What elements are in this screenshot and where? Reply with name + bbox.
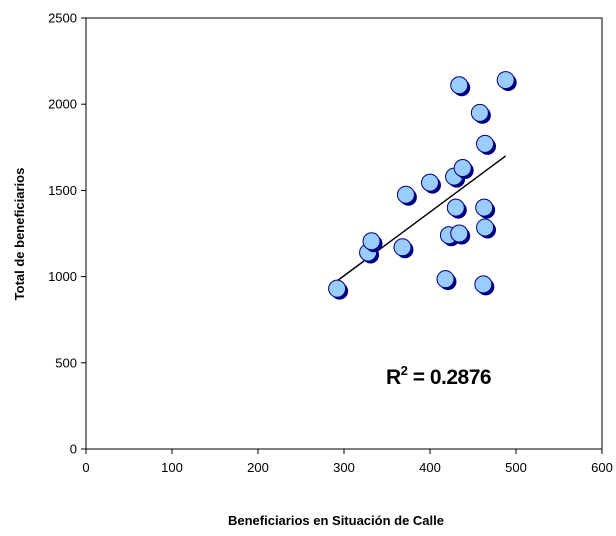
- data-points: [328, 71, 517, 300]
- data-point-marker: [476, 134, 495, 153]
- data-point-marker: [475, 198, 494, 217]
- data-point-marker: [421, 173, 439, 192]
- data-point: [496, 71, 517, 92]
- data-point-marker: [476, 218, 495, 237]
- data-point: [475, 198, 496, 219]
- r2-superscript: 2: [401, 363, 408, 378]
- data-point-marker: [328, 279, 347, 298]
- y-tick-label: 2500: [48, 11, 77, 26]
- r2-label: R: [386, 366, 401, 389]
- y-tick-label: 0: [70, 442, 77, 457]
- data-point: [476, 134, 497, 155]
- data-point-marker: [474, 275, 493, 294]
- y-axis: 0 500 1000 1500 2000 2500: [48, 11, 86, 457]
- y-axis-title: Total de beneficiarios: [12, 168, 27, 301]
- data-point: [476, 218, 497, 239]
- data-point: [393, 238, 414, 259]
- y-tick-label: 1500: [48, 183, 77, 198]
- data-point: [470, 103, 491, 124]
- r-squared-annotation: R2 = 0.2876: [386, 363, 491, 389]
- x-tick-label: 100: [161, 460, 183, 475]
- data-point: [396, 185, 417, 206]
- data-point-marker: [396, 185, 415, 204]
- data-point: [421, 173, 441, 194]
- x-tick-label: 200: [247, 460, 269, 475]
- plot-area: [85, 17, 603, 450]
- data-point: [453, 158, 474, 179]
- data-point: [328, 279, 349, 300]
- data-point-marker: [450, 76, 469, 95]
- data-point: [474, 275, 495, 296]
- x-tick-label: 400: [419, 460, 441, 475]
- data-point: [450, 76, 471, 97]
- data-point-marker: [362, 232, 381, 251]
- r2-value: = 0.2876: [407, 366, 491, 389]
- x-tick-label: 600: [591, 460, 613, 475]
- data-point-marker: [453, 158, 472, 177]
- data-point-marker: [393, 238, 412, 257]
- data-point: [446, 198, 467, 219]
- data-point: [362, 232, 383, 253]
- data-point: [436, 270, 457, 291]
- x-tick-label: 300: [333, 460, 355, 475]
- y-tick-label: 1000: [48, 269, 77, 284]
- y-tick-label: 500: [55, 355, 77, 370]
- x-tick-label: 0: [82, 460, 89, 475]
- data-point-marker: [496, 71, 515, 90]
- x-axis-title: Beneficiarios en Situación de Calle: [228, 513, 444, 528]
- data-point-marker: [470, 103, 489, 122]
- y-tick-label: 2000: [48, 97, 77, 112]
- data-point-marker: [450, 224, 469, 243]
- data-point-marker: [436, 270, 455, 289]
- x-axis: 0 100 200 300 400 500 600: [82, 449, 613, 475]
- data-point: [450, 224, 471, 245]
- x-tick-label: 500: [505, 460, 527, 475]
- data-point-marker: [446, 198, 465, 217]
